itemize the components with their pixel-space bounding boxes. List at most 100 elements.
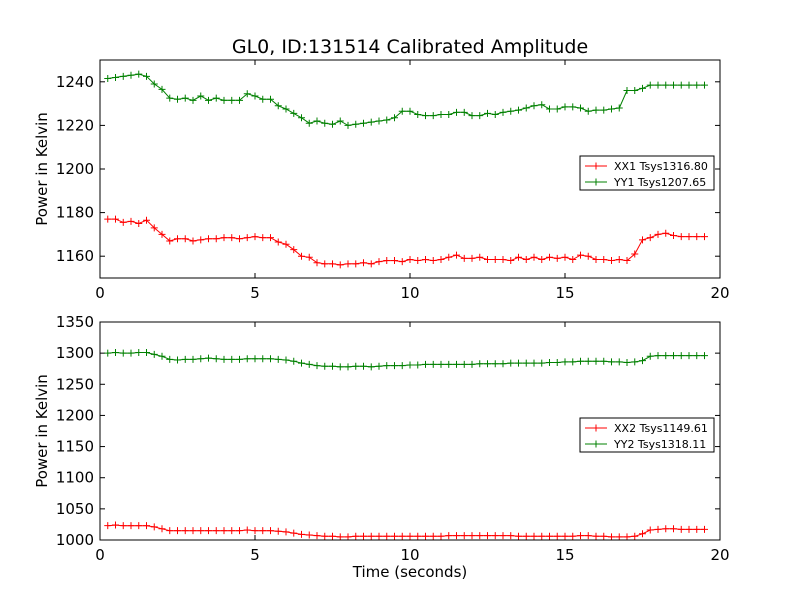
data-point [267,355,274,363]
data-point [243,234,251,242]
data-point [251,355,259,363]
data-point [499,255,507,263]
data-point [336,363,344,371]
y-tick-label: 1200 [56,160,94,178]
data-point [150,224,158,232]
data-point [484,532,491,540]
data-point [298,530,305,538]
data-point [205,96,212,104]
data-point [414,257,422,265]
data-point [212,94,220,102]
data-point [530,532,538,540]
x-tick-label: 20 [710,546,729,564]
data-point [484,109,491,117]
data-point [701,81,708,89]
data-point [189,96,197,104]
data-point [352,120,360,128]
data-point [615,255,623,263]
data-point [321,260,329,268]
data-point [608,533,615,541]
data-point [677,525,685,533]
y-tick-label: 1250 [56,375,94,393]
data-point [646,526,654,534]
data-point [608,358,615,366]
data-point [174,356,181,364]
data-point [158,85,166,93]
data-point [205,527,212,535]
data-point [499,532,507,540]
legend-label: XX1 Tsys1316.80 [614,160,708,173]
data-point [135,220,143,227]
plot-frame [99,59,721,279]
data-point [228,527,236,535]
data-point [507,257,515,265]
x-tick-label: 15 [555,284,574,302]
data-point [313,362,321,370]
data-point [701,233,708,241]
data-point [181,355,189,363]
x-axis-label: Time (seconds) [352,563,468,581]
data-point [104,522,112,530]
data-point [321,532,329,540]
y-tick-label: 1350 [56,313,94,331]
data-point [608,105,615,113]
legend-box [579,417,715,453]
data-point [406,361,414,369]
data-point [670,81,677,89]
data-point [352,532,360,540]
data-point [150,80,158,88]
legend-label: YY1 Tsys1207.65 [613,176,706,189]
data-point [546,105,553,113]
data-point [313,117,321,125]
data-point [406,532,414,540]
data-point [468,360,476,368]
data-point [267,95,274,103]
legend-box [579,155,715,191]
data-point [569,358,577,366]
data-point [197,527,205,535]
data-point [298,359,305,367]
x-tick-label: 5 [250,546,260,564]
data-point [538,101,546,109]
data-point [677,352,685,360]
data-point [437,532,445,540]
data-point [166,94,174,102]
data-point [290,357,298,365]
data-point [662,352,670,360]
data-point [112,349,119,357]
data-point [577,357,584,365]
data-point [685,81,693,89]
data-point [212,355,220,363]
data-point [398,107,406,115]
data-point [677,233,685,241]
data-point [367,532,375,540]
data-point [631,358,639,366]
data-point [515,532,522,540]
data-point [150,523,158,531]
x-tick-label: 0 [95,546,105,564]
data-point [701,352,708,360]
data-point [600,357,608,365]
data-point [344,363,352,371]
data-point [220,96,228,104]
data-point [476,360,484,368]
y-tick-label: 1150 [56,438,94,456]
data-point [546,358,553,366]
data-point [313,259,321,267]
data-point [375,258,383,266]
data-point [329,260,336,268]
data-point [197,92,205,100]
data-point [282,240,290,248]
data-point [274,238,282,246]
data-point [623,533,631,541]
data-point [422,360,429,368]
data-point [259,355,267,363]
data-point [143,522,150,530]
data-point [592,255,600,263]
data-point [243,90,251,98]
data-point [437,360,445,368]
data-point [181,94,189,102]
data-point [429,360,437,368]
data-point [236,235,243,243]
